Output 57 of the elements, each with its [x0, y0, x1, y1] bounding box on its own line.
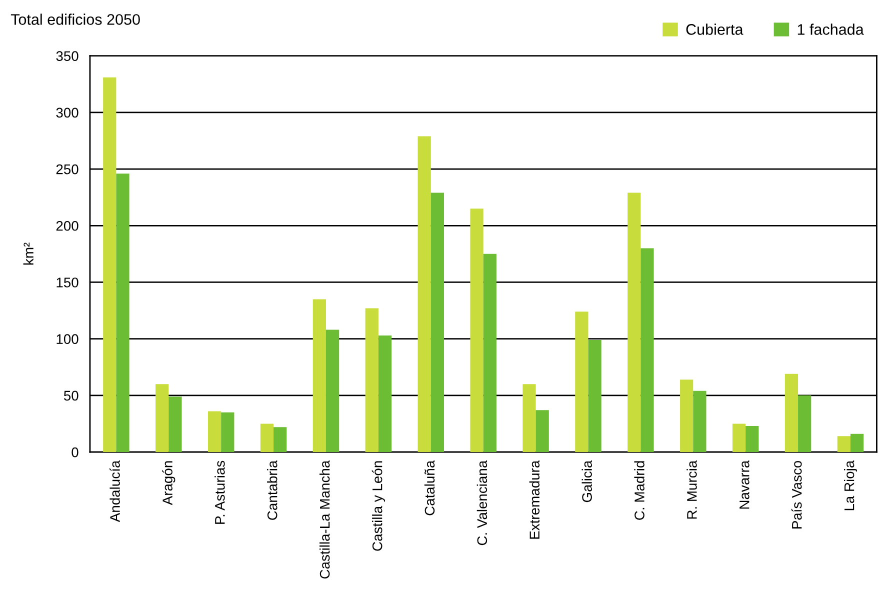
y-tick-label: 250: [56, 164, 78, 174]
bar: [430, 192, 444, 452]
x-tick-label: La Rioja: [844, 460, 857, 510]
bar: [837, 436, 850, 452]
x-tick-label: Aragón: [162, 461, 176, 506]
bar: [312, 299, 326, 452]
bar: [575, 312, 588, 452]
y-tick-label: 300: [56, 108, 78, 118]
bar: [693, 390, 706, 452]
legend-label: 1 fachada: [798, 24, 864, 35]
x-tick-label: P. Asturias: [214, 460, 225, 524]
bar: [418, 136, 431, 452]
bar: [168, 396, 182, 452]
x-tick-label: Andalucía: [110, 460, 120, 522]
y-tick-label: 200: [56, 220, 78, 231]
bar: [536, 410, 549, 452]
y-tick-label: 50: [64, 390, 78, 401]
y-axis-title: km²: [23, 242, 34, 265]
bar: [378, 335, 392, 452]
x-tick-label: País Vasco: [791, 460, 802, 528]
bar: [470, 208, 484, 452]
x-tick-label: Navarra: [740, 460, 750, 509]
x-tick-label: Castilla-La Mancha: [320, 460, 330, 579]
bar: [156, 384, 169, 452]
bar: [365, 308, 378, 452]
x-tick-label: R. Murcia: [686, 460, 697, 519]
bar: [850, 434, 864, 452]
x-tick-label: Cataluña: [424, 460, 435, 516]
bar: [221, 412, 234, 452]
bar: [103, 77, 116, 452]
bar: [326, 330, 340, 452]
x-tick-label: Castilla y León: [372, 461, 385, 551]
bar: [588, 340, 602, 452]
bar: [746, 426, 759, 452]
bar: [640, 248, 654, 452]
x-tick-label: Galicia: [582, 460, 592, 502]
y-tick-label: 150: [56, 278, 78, 288]
x-tick-label: C. Valenciana: [476, 460, 488, 546]
bar: [732, 424, 746, 452]
bar: [798, 395, 812, 452]
x-tick-label: Extremadura: [529, 460, 540, 539]
bar: [116, 174, 130, 452]
y-tick-label: 350: [56, 51, 78, 62]
bar: [260, 424, 274, 452]
bar: [628, 192, 641, 452]
bar: [274, 427, 287, 452]
bar: [680, 380, 694, 452]
x-tick-label: Cantabria: [267, 460, 278, 520]
bar: [483, 254, 496, 452]
bar: [208, 411, 222, 452]
y-tick-label: 0: [72, 447, 78, 458]
y-tick-label: 100: [56, 334, 78, 344]
x-tick-label: C. Madrid: [634, 461, 644, 520]
bar: [784, 374, 798, 452]
chart-title: Total edificios 2050: [10, 14, 140, 25]
legend-label: Cubierta: [686, 24, 744, 35]
bar: [522, 384, 536, 452]
